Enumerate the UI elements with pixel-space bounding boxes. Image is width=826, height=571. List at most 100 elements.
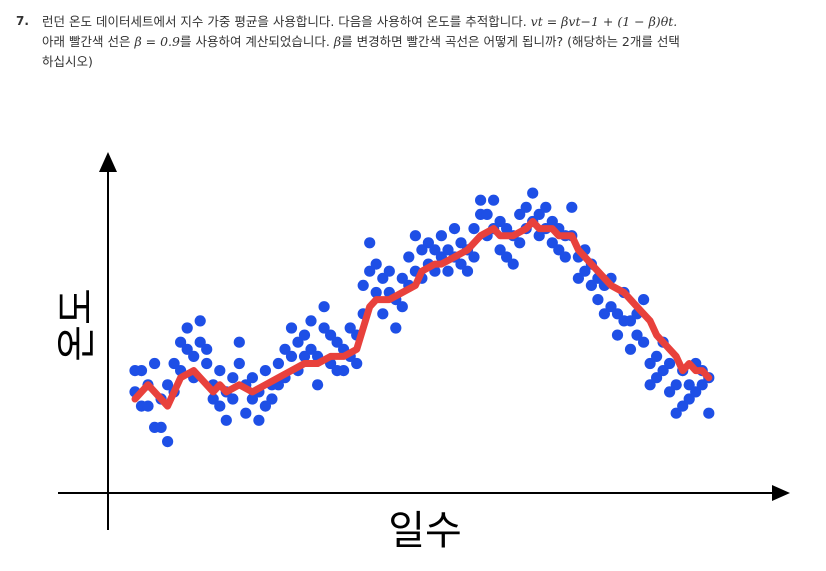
question-text: 런던 온도 데이터세트에서 지수 가중 평균을 사용합니다. 다음을 사용하여 … bbox=[42, 12, 816, 72]
data-point bbox=[233, 357, 245, 370]
data-point bbox=[318, 322, 330, 334]
data-point bbox=[429, 244, 441, 256]
data-point bbox=[370, 258, 382, 270]
data-point bbox=[520, 201, 532, 213]
data-point bbox=[168, 357, 180, 370]
data-point bbox=[416, 244, 428, 256]
data-point bbox=[598, 308, 611, 320]
data-point bbox=[246, 393, 258, 405]
y-axis-arrow-icon bbox=[99, 152, 117, 172]
data-point bbox=[403, 251, 415, 263]
data-point bbox=[364, 265, 376, 277]
data-point bbox=[325, 329, 337, 341]
data-point bbox=[162, 379, 174, 391]
data-point bbox=[638, 336, 650, 348]
data-point bbox=[259, 400, 271, 412]
data-point bbox=[292, 336, 304, 348]
data-point bbox=[690, 386, 702, 398]
data-point bbox=[364, 237, 376, 249]
question-line-1-text: 런던 온도 데이터세트에서 지수 가중 평균을 사용합니다. 다음을 사용하여 … bbox=[42, 14, 527, 29]
data-point bbox=[162, 436, 174, 448]
data-point bbox=[201, 343, 213, 355]
data-point bbox=[344, 322, 356, 334]
data-point bbox=[651, 350, 663, 362]
data-point bbox=[664, 357, 676, 370]
data-point bbox=[240, 407, 252, 419]
data-point bbox=[298, 350, 311, 362]
data-point bbox=[488, 194, 500, 206]
data-point bbox=[677, 400, 689, 412]
data-point bbox=[305, 343, 317, 355]
data-point bbox=[664, 386, 676, 398]
x-axis-label: 일수 bbox=[388, 508, 462, 554]
data-point bbox=[188, 350, 200, 362]
data-point bbox=[501, 251, 513, 263]
data-point bbox=[214, 400, 226, 412]
data-point bbox=[422, 237, 434, 249]
data-point bbox=[481, 208, 493, 220]
question-line-3: 하십시오) bbox=[42, 54, 93, 69]
question-line-2: 아래 빨간색 선은 β = 0.9를 사용하여 계산되었습니다. β를 변경하면… bbox=[42, 32, 816, 52]
data-point bbox=[194, 336, 206, 348]
data-point bbox=[644, 379, 656, 391]
data-point bbox=[527, 187, 539, 199]
data-point bbox=[220, 414, 232, 426]
data-point bbox=[442, 244, 454, 256]
data-point bbox=[611, 329, 624, 341]
data-point bbox=[298, 329, 311, 341]
data-point bbox=[396, 301, 408, 313]
data-point bbox=[533, 230, 545, 242]
scatter-points bbox=[129, 187, 715, 448]
data-point bbox=[201, 357, 213, 370]
data-point bbox=[683, 379, 695, 391]
data-point bbox=[142, 400, 154, 412]
data-point bbox=[455, 258, 467, 270]
data-point bbox=[266, 393, 278, 405]
data-point bbox=[390, 322, 402, 334]
data-point bbox=[357, 279, 369, 291]
data-point bbox=[253, 414, 265, 426]
data-point bbox=[175, 336, 187, 348]
data-point bbox=[285, 322, 298, 334]
data-point bbox=[559, 251, 571, 263]
data-point bbox=[331, 336, 343, 348]
data-point bbox=[605, 301, 617, 313]
data-point bbox=[214, 365, 226, 377]
data-point bbox=[553, 244, 565, 256]
data-point bbox=[683, 393, 695, 405]
data-point bbox=[207, 393, 219, 405]
data-point bbox=[181, 343, 193, 355]
data-point bbox=[448, 223, 461, 235]
data-point bbox=[318, 301, 330, 313]
data-point bbox=[194, 315, 206, 327]
data-point bbox=[409, 230, 421, 242]
formula-ewa: vt = βvt−1 + (1 − β)θt. bbox=[530, 14, 678, 29]
question: 7. 런던 온도 데이터세트에서 지수 가중 평균을 사용합니다. 다음을 사용… bbox=[16, 12, 816, 72]
data-point bbox=[377, 272, 389, 284]
data-point bbox=[377, 308, 389, 320]
data-point bbox=[468, 223, 480, 235]
data-point bbox=[338, 365, 350, 377]
data-point bbox=[624, 315, 637, 327]
data-point bbox=[351, 357, 363, 370]
data-point bbox=[631, 329, 643, 341]
data-point bbox=[644, 357, 656, 370]
data-point bbox=[181, 322, 193, 334]
data-point bbox=[670, 379, 682, 391]
question-line-2-pre: 아래 빨간색 선은 bbox=[42, 34, 131, 49]
data-point bbox=[514, 237, 526, 249]
data-point bbox=[227, 372, 239, 384]
data-point bbox=[540, 201, 552, 213]
x-axis-arrow-icon bbox=[772, 485, 790, 501]
data-point bbox=[657, 365, 669, 377]
ewa-red-line bbox=[131, 218, 713, 410]
question-number: 7. bbox=[16, 14, 29, 28]
data-point bbox=[279, 343, 291, 355]
y-axis-label: 온도 bbox=[54, 288, 100, 362]
data-point bbox=[305, 315, 317, 327]
data-point bbox=[272, 357, 284, 370]
data-point bbox=[592, 294, 604, 306]
data-point bbox=[585, 279, 598, 291]
formula-beta: β bbox=[333, 34, 342, 49]
